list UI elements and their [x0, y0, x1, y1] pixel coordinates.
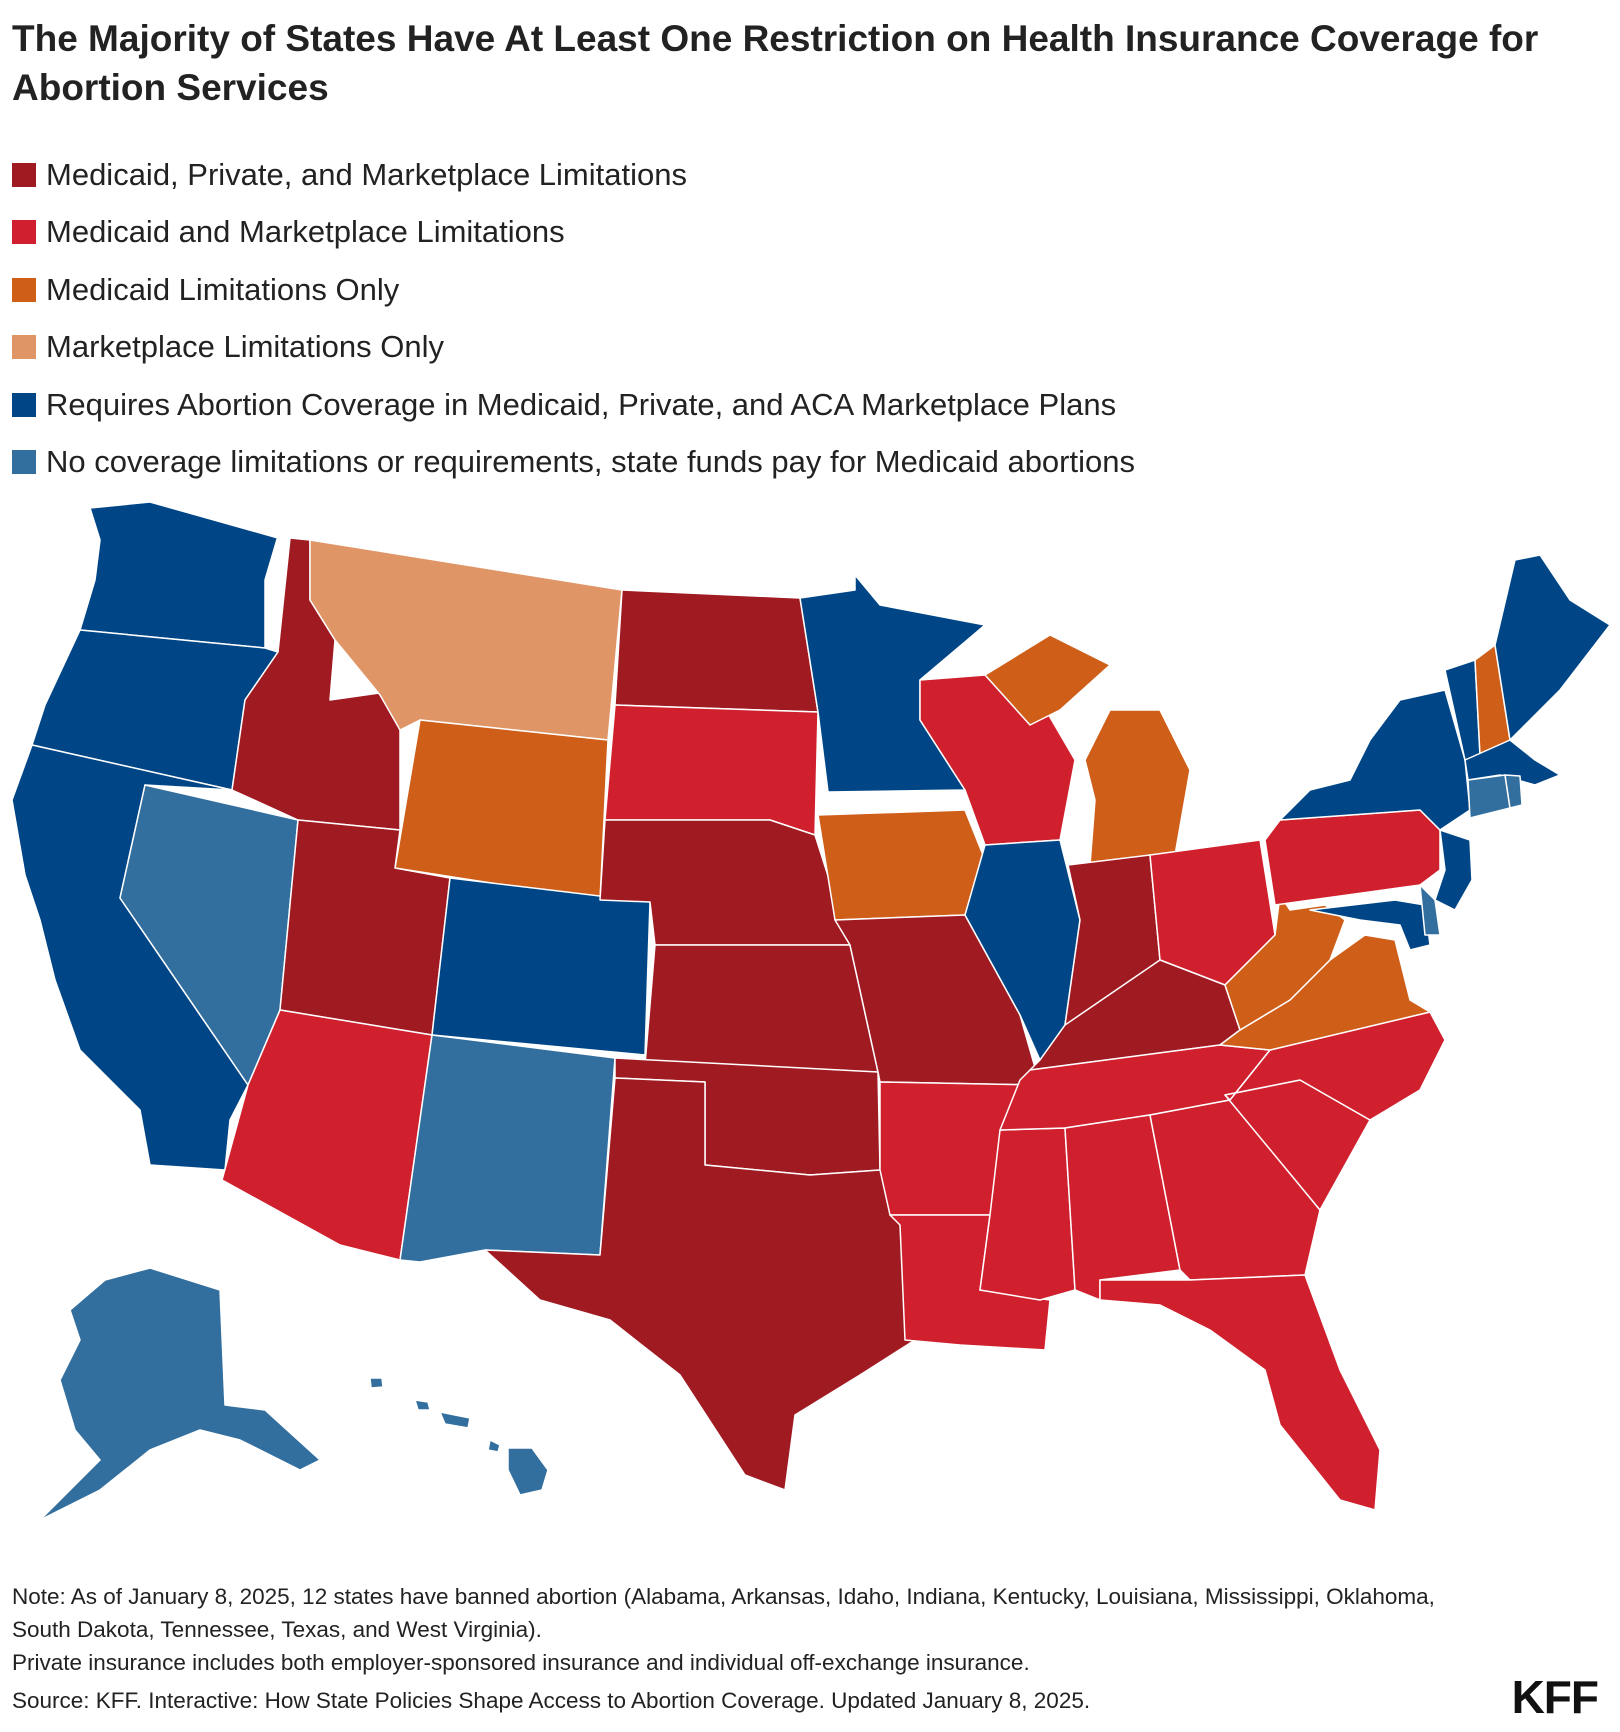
legend-swatch [12, 220, 36, 245]
state-MD[interactable] [1309, 899, 1431, 951]
state-CO[interactable] [431, 877, 651, 1056]
legend-item-medicaid-private-marketplace: Medicaid, Private, and Marketplace Limit… [12, 146, 1135, 204]
legend-item-marketplace-only: Marketplace Limitations Only [12, 319, 1135, 377]
legend-label: Medicaid, Private, and Marketplace Limit… [46, 156, 687, 192]
state-PA[interactable] [1264, 809, 1441, 906]
legend-label: Marketplace Limitations Only [46, 329, 444, 365]
state-NJ[interactable] [1434, 829, 1473, 911]
state-AK[interactable] [39, 1267, 321, 1521]
state-NY[interactable] [1279, 689, 1471, 831]
kff-logo: KFF [1511, 1671, 1599, 1723]
legend-swatch [12, 450, 36, 475]
legend-swatch [12, 277, 36, 302]
legend-swatch [12, 392, 36, 417]
state-DE[interactable] [1419, 884, 1441, 936]
state-SD[interactable] [604, 704, 819, 836]
legend-label: No coverage limitations or requirements,… [46, 444, 1135, 480]
legend-swatch [12, 162, 36, 187]
legend-item-medicaid-marketplace: Medicaid and Marketplace Limitations [12, 204, 1135, 262]
legend-item-requires-coverage: Requires Abortion Coverage in Medicaid, … [12, 376, 1135, 434]
state-WY[interactable] [394, 719, 609, 901]
legend: Medicaid, Private, and Marketplace Limit… [12, 146, 1135, 491]
us-map [11, 501, 1611, 1521]
note-bans: Note: As of January 8, 2025, 12 states h… [12, 1584, 1435, 1642]
state-IA[interactable] [817, 809, 986, 921]
state-MT[interactable] [309, 539, 623, 741]
state-MI[interactable] [984, 634, 1191, 866]
state-FL[interactable] [1099, 1274, 1381, 1511]
source-line: Source: KFF. Interactive: How State Poli… [12, 1688, 1091, 1713]
state-WA[interactable] [79, 501, 286, 649]
legend-item-state-funds: No coverage limitations or requirements,… [12, 434, 1135, 492]
legend-label: Medicaid Limitations Only [46, 271, 400, 307]
notes: Note: As of January 8, 2025, 12 states h… [12, 1580, 1452, 1679]
state-TX[interactable] [484, 1077, 916, 1491]
state-NM[interactable] [399, 1034, 616, 1263]
state-HI[interactable] [369, 1377, 549, 1496]
legend-swatch [12, 335, 36, 360]
state-KS[interactable] [644, 944, 879, 1073]
state-ME[interactable] [1494, 554, 1611, 741]
state-CT[interactable] [1467, 774, 1511, 819]
legend-label: Requires Abortion Coverage in Medicaid, … [46, 386, 1117, 422]
note-private-insurance: Private insurance includes both employer… [12, 1650, 1030, 1675]
chart-title: The Majority of States Have At Least One… [12, 18, 1539, 108]
state-ND[interactable] [614, 589, 819, 713]
legend-item-medicaid-only: Medicaid Limitations Only [12, 261, 1135, 319]
legend-label: Medicaid and Marketplace Limitations [46, 214, 565, 250]
state-RI[interactable] [1504, 774, 1523, 809]
